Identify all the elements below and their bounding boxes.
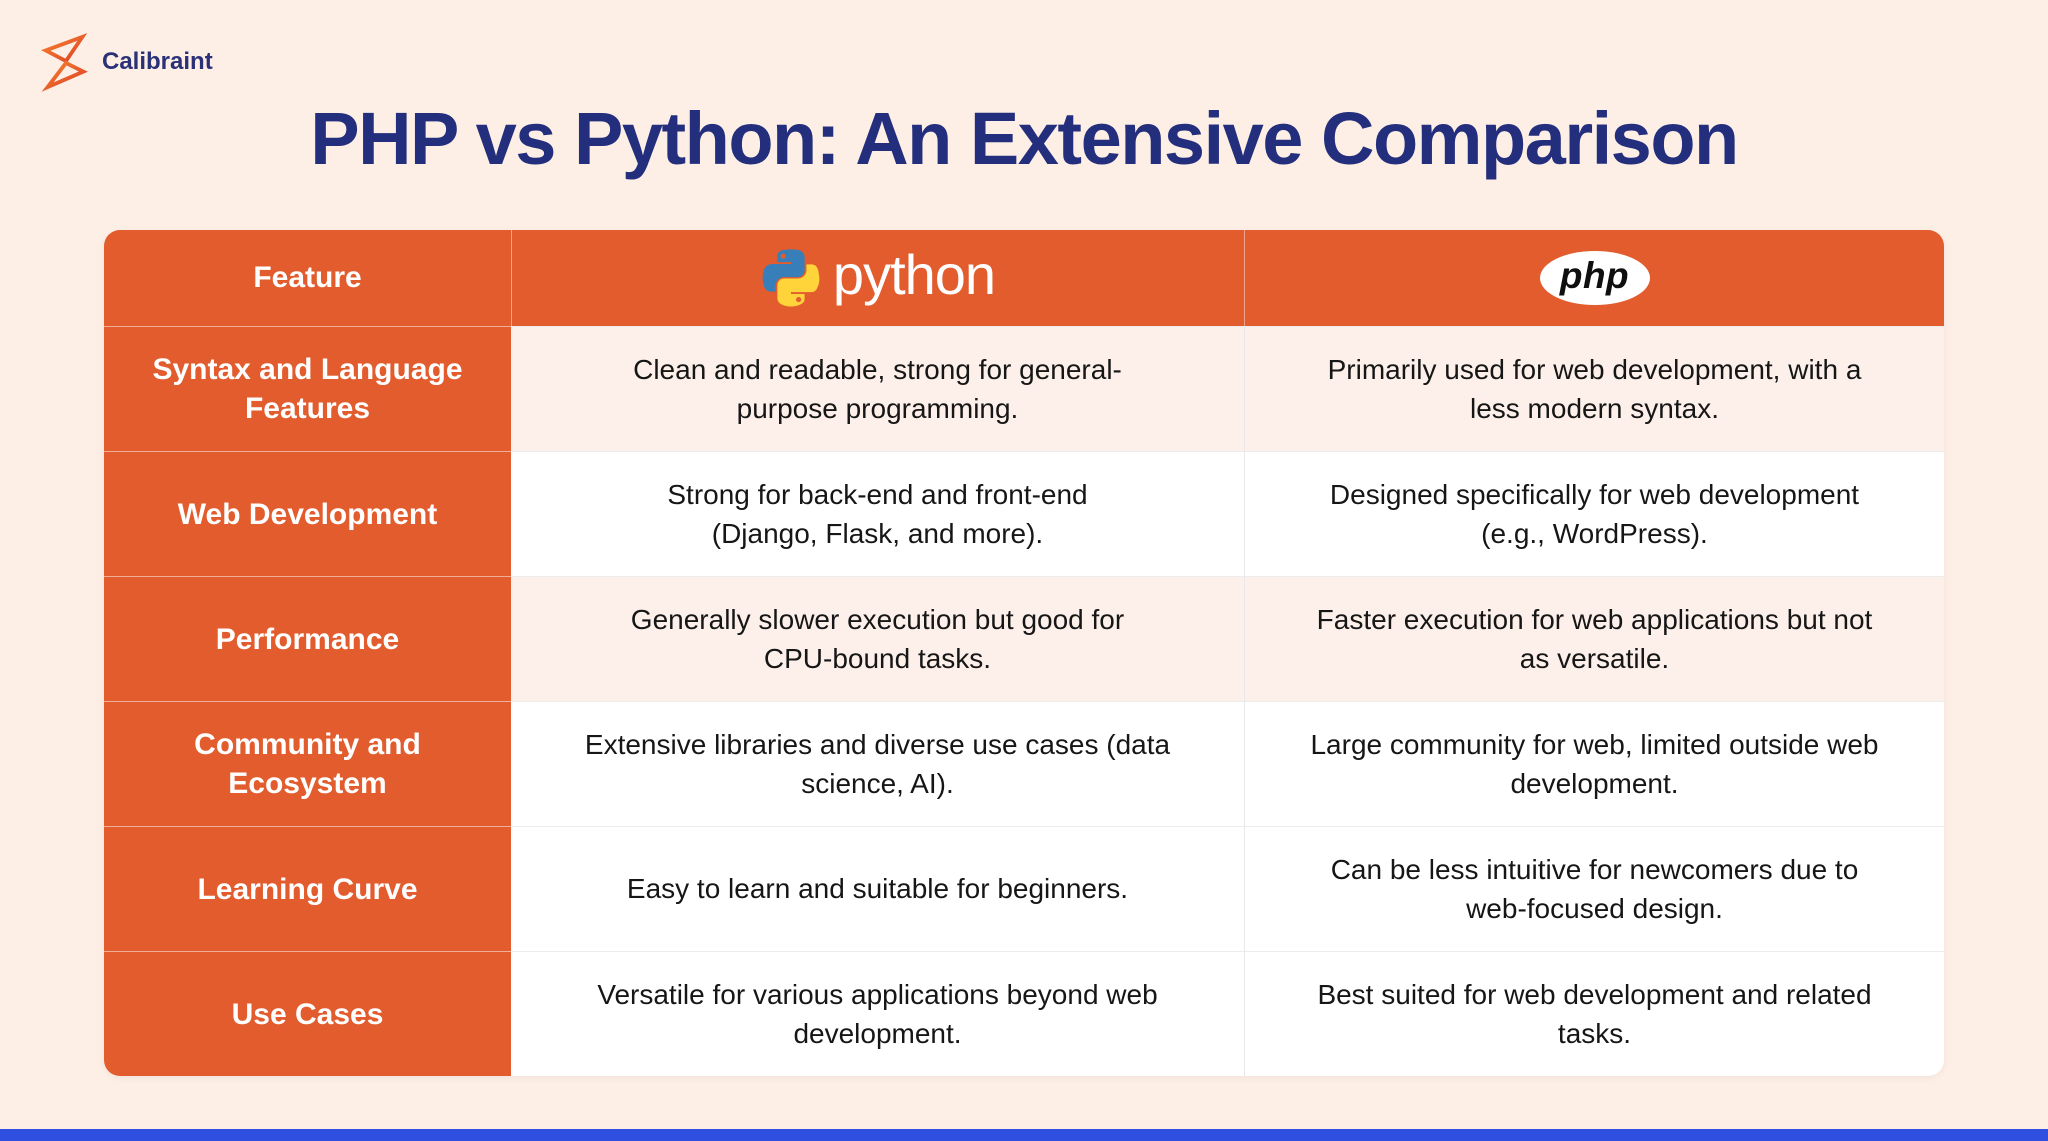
comparison-table: Feature python php Syntax and Language F…: [104, 230, 1944, 1076]
python-cell: Clean and readable, strong for general- …: [511, 326, 1244, 451]
table-row: Use Cases Versatile for various applicat…: [104, 951, 1944, 1076]
python-cell: Versatile for various applications beyon…: [511, 951, 1244, 1076]
header-cell-feature: Feature: [253, 261, 362, 294]
php-logo-label: php: [1559, 255, 1630, 296]
php-cell: Faster execution for web applications bu…: [1244, 576, 1944, 701]
feature-cell: Community and Ecosystem: [104, 701, 511, 826]
php-logo-icon: php: [1539, 251, 1650, 305]
php-cell: Designed specifically for web developmen…: [1244, 451, 1944, 576]
python-cell: Generally slower execution but good for …: [511, 576, 1244, 701]
feature-cell: Learning Curve: [104, 826, 511, 951]
header-cell-php: php: [1244, 230, 1944, 326]
python-logo: python: [761, 243, 996, 309]
php-cell: Best suited for web development and rela…: [1244, 951, 1944, 1076]
page-title: PHP vs Python: An Extensive Comparison: [310, 97, 1739, 180]
feature-cell: Syntax and Language Features: [104, 326, 511, 451]
table-row: Web Development Strong for back-end and …: [104, 451, 1944, 576]
brand-name: Calibraint: [102, 48, 213, 75]
table-row: Performance Generally slower execution b…: [104, 576, 1944, 701]
table-row: Community and Ecosystem Extensive librar…: [104, 701, 1944, 826]
feature-cell: Performance: [104, 576, 511, 701]
table-row: Learning Curve Easy to learn and suitabl…: [104, 826, 1944, 951]
feature-cell: Use Cases: [104, 951, 511, 1076]
python-cell: Strong for back-end and front-end (Djang…: [511, 451, 1244, 576]
table-header-row: Feature python php: [104, 230, 1944, 326]
php-cell: Large community for web, limited outside…: [1244, 701, 1944, 826]
python-cell: Easy to learn and suitable for beginners…: [511, 826, 1244, 951]
php-cell: Primarily used for web development, with…: [1244, 326, 1944, 451]
calibraint-logo-icon: [40, 33, 88, 92]
footer-accent-bar: [0, 1129, 2048, 1141]
table-row: Syntax and Language Features Clean and r…: [104, 326, 1944, 451]
python-cell: Extensive libraries and diverse use case…: [511, 701, 1244, 826]
feature-cell: Web Development: [104, 451, 511, 576]
php-cell: Can be less intuitive for newcomers due …: [1244, 826, 1944, 951]
brand-logo: Calibraint: [38, 32, 213, 92]
python-wordmark: python: [832, 243, 996, 306]
python-logo-icon: [762, 249, 820, 307]
header-cell-python: python: [511, 230, 1244, 326]
